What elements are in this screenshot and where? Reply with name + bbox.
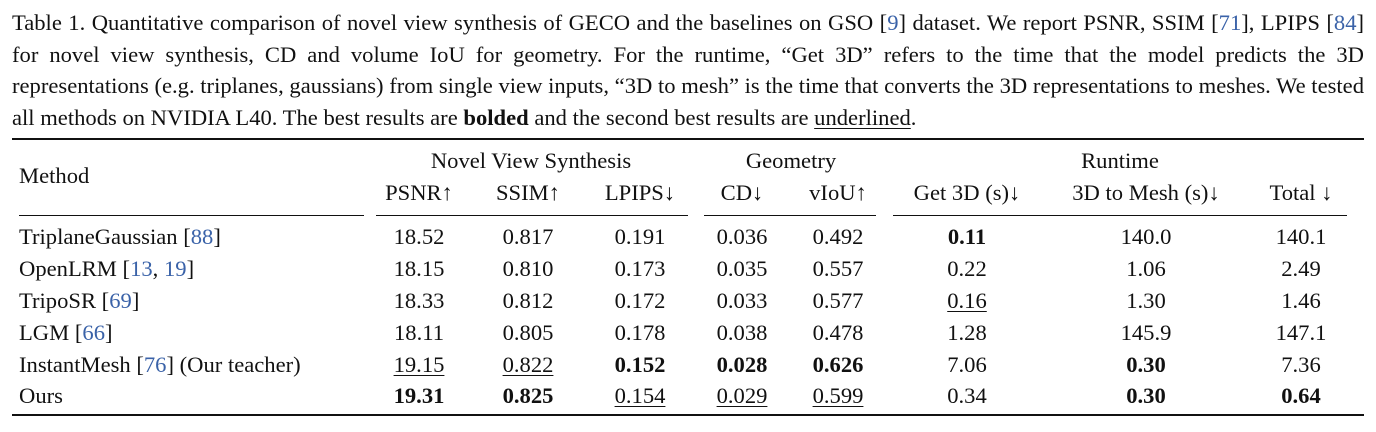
psnr-cell: 18.15 <box>393 256 445 281</box>
mesh-cell: 1.30 <box>1126 288 1166 313</box>
runtime-group-rule <box>893 215 1347 216</box>
lpips-header: LPIPS↓ <box>604 180 676 205</box>
row-method-name: TripoSR [69] <box>19 288 140 313</box>
get3d-cell-best: 0.11 <box>947 224 987 249</box>
total-header: Total ↓ <box>1269 180 1333 205</box>
cd-cell-second: 0.029 <box>716 383 768 408</box>
caption-bold-word: bolded <box>463 104 529 130</box>
get3d-cell: 0.34 <box>947 383 987 408</box>
citation-link[interactable]: 69 <box>109 288 132 313</box>
citation-link[interactable]: 88 <box>190 224 214 249</box>
row-method-name: OpenLRM [13, 19] <box>19 256 195 281</box>
row-method-name: TriplaneGaussian [88] <box>19 224 221 249</box>
total-cell: 1.46 <box>1281 288 1321 313</box>
cd-cell: 0.035 <box>716 256 768 281</box>
get3d-cell: 0.22 <box>947 256 987 281</box>
psnr-cell: 18.33 <box>393 288 445 313</box>
mesh-cell: 140.0 <box>1120 224 1172 249</box>
caption-text: ] for novel view synthesis, CD and volum… <box>12 10 1365 130</box>
row-method-name: LGM [66] <box>19 320 113 345</box>
psnr-cell: 18.11 <box>394 320 444 345</box>
citation-link[interactable]: 71 <box>1218 10 1242 35</box>
geometry-group-header: Geometry <box>745 148 837 173</box>
ssim-cell-best: 0.825 <box>502 383 554 408</box>
ssim-cell: 0.810 <box>502 256 554 281</box>
method-header-rule <box>19 215 364 216</box>
viou-cell-best: 0.626 <box>812 352 864 377</box>
ssim-header: SSIM↑ <box>495 180 561 205</box>
lpips-cell-best: 0.152 <box>614 352 666 377</box>
cd-cell: 0.038 <box>716 320 768 345</box>
psnr-cell-second: 19.15 <box>393 352 445 377</box>
total-cell-best: 0.64 <box>1281 383 1321 408</box>
citation-link[interactable]: 84 <box>1333 10 1357 35</box>
table-bottom-rule <box>12 414 1364 416</box>
row-method-name: Ours <box>19 383 63 408</box>
caption-text: ] dataset. We report PSNR, SSIM [ <box>898 10 1219 35</box>
cd-header: CD↓ <box>720 180 764 205</box>
viou-cell: 0.557 <box>812 256 864 281</box>
citation-link[interactable]: 19 <box>163 256 187 281</box>
table-top-rule <box>12 138 1364 140</box>
ssim-cell: 0.805 <box>502 320 554 345</box>
ssim-cell: 0.812 <box>502 288 554 313</box>
get3d-cell: 1.28 <box>947 320 987 345</box>
ssim-cell: 0.817 <box>502 224 554 249</box>
lpips-cell: 0.191 <box>614 224 666 249</box>
mesh-cell-best: 0.30 <box>1126 352 1166 377</box>
viou-cell-second: 0.599 <box>812 383 864 408</box>
psnr-cell-best: 19.31 <box>393 383 445 408</box>
row-method-name: InstantMesh [76] (Our teacher) <box>19 352 301 377</box>
get3d-header: Get 3D (s)↓ <box>913 180 1021 205</box>
mesh-header: 3D to Mesh (s)↓ <box>1072 180 1220 205</box>
table-caption: Table 1. Quantitative comparison of nove… <box>12 7 1364 133</box>
caption-text: ], LPIPS [ <box>1241 10 1334 35</box>
citation-link[interactable]: 66 <box>82 320 105 345</box>
viou-cell: 0.492 <box>812 224 864 249</box>
mesh-cell-best: 0.30 <box>1126 383 1166 408</box>
viou-header: vIoU↑ <box>809 180 867 205</box>
mesh-cell: 145.9 <box>1120 320 1172 345</box>
lpips-cell: 0.173 <box>614 256 666 281</box>
geometry-group-rule <box>704 215 876 216</box>
citation-link[interactable]: 13 <box>130 256 153 281</box>
nvs-group-header: Novel View Synthesis <box>430 148 632 173</box>
cd-cell: 0.036 <box>716 224 768 249</box>
citation-link[interactable]: 9 <box>887 10 899 35</box>
nvs-group-rule <box>376 215 688 216</box>
get3d-cell: 7.06 <box>947 352 987 377</box>
total-cell: 147.1 <box>1275 320 1327 345</box>
viou-cell: 0.577 <box>812 288 864 313</box>
mesh-cell: 1.06 <box>1126 256 1166 281</box>
total-cell: 140.1 <box>1275 224 1327 249</box>
lpips-cell-second: 0.154 <box>614 383 666 408</box>
caption-text: Table 1. Quantitative comparison of nove… <box>12 10 888 35</box>
caption-underlined-word: underlined <box>814 104 911 130</box>
citation-link[interactable]: 76 <box>143 352 167 377</box>
get3d-cell-second: 0.16 <box>947 288 987 313</box>
ssim-cell-second: 0.822 <box>502 352 554 377</box>
lpips-cell: 0.178 <box>614 320 666 345</box>
caption-text: . <box>910 104 917 130</box>
caption-text: and the second best results are <box>528 104 815 130</box>
psnr-header: PSNR↑ <box>385 180 453 205</box>
cd-cell: 0.033 <box>716 288 768 313</box>
runtime-group-header: Runtime <box>1081 148 1159 173</box>
cd-cell-best: 0.028 <box>716 352 768 377</box>
psnr-cell: 18.52 <box>393 224 445 249</box>
total-cell: 7.36 <box>1281 352 1321 377</box>
total-cell: 2.49 <box>1281 256 1321 281</box>
lpips-cell: 0.172 <box>614 288 666 313</box>
viou-cell: 0.478 <box>812 320 864 345</box>
method-header: Method <box>19 163 90 188</box>
